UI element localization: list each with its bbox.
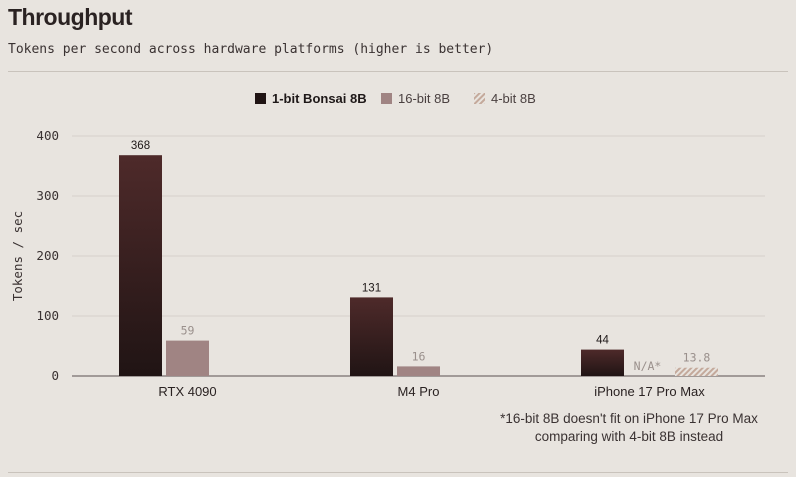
bar [350,297,393,376]
legend-label: 16-bit 8B [398,91,450,106]
bottom-divider [8,472,788,473]
legend-swatch [255,93,266,104]
footnote-line-1: *16-bit 8B doesn't fit on iPhone 17 Pro … [500,411,758,426]
x-tick-label: RTX 4090 [158,384,216,399]
bar-value-label: 59 [181,324,195,338]
y-tick-label: 0 [51,368,59,383]
footnote: *16-bit 8B doesn't fit on iPhone 17 Pro … [469,410,789,446]
y-tick-label: 100 [36,308,59,323]
bar [166,340,209,376]
bar-value-label: 16 [412,349,426,363]
bar [397,366,440,376]
bar [119,155,162,376]
page-title: Throughput [8,4,133,30]
bar-value-label: 13.8 [683,351,711,365]
page-subtitle: Tokens per second across hardware platfo… [8,42,494,57]
bar-value-label: 44 [596,335,609,347]
bar-value-label: 368 [131,140,150,152]
y-tick-label: 200 [36,248,59,263]
bar [581,349,624,376]
bar [675,367,718,376]
footnote-line-2: comparing with 4-bit 8B instead [534,429,724,444]
legend-label: 4-bit 8B [491,91,536,106]
x-tick-label: M4 Pro [398,384,440,399]
legend-swatch [381,93,392,104]
y-tick-label: 300 [36,188,59,203]
bar-value-label: 131 [362,282,381,294]
legend-label: 1-bit Bonsai 8B [272,91,367,106]
legend-swatch [474,93,485,104]
y-tick-label: 400 [36,128,59,143]
y-axis-title: Tokens / sec [10,211,25,301]
bar-value-label: N/A* [634,359,662,373]
x-tick-label: iPhone 17 Pro Max [594,384,705,399]
top-divider [8,71,788,72]
